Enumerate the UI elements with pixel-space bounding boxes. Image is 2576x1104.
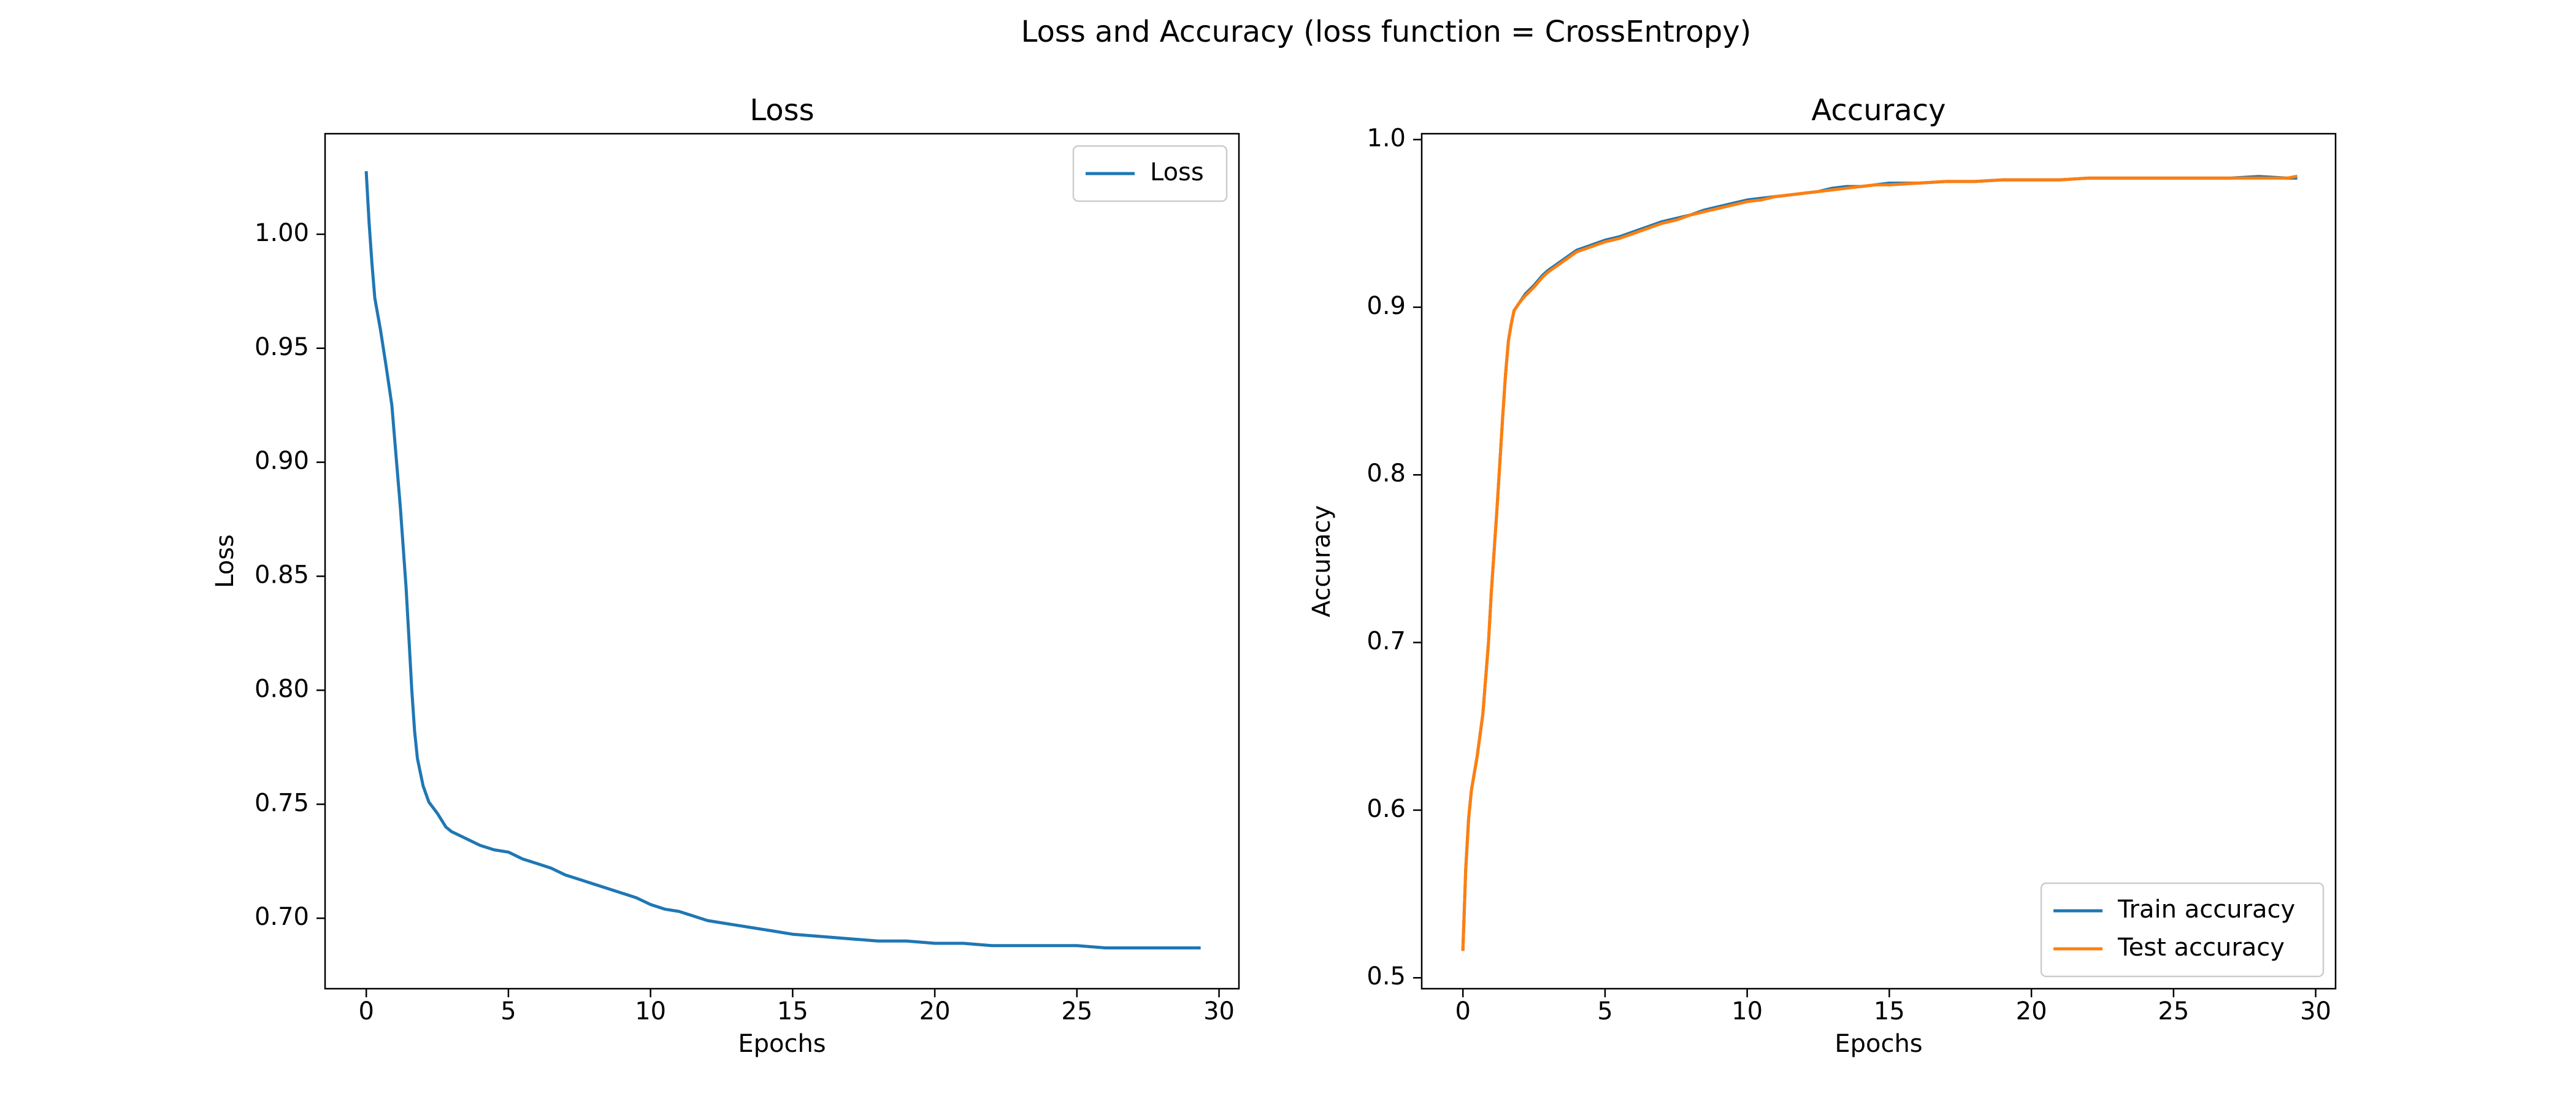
- y-tick-label: 1.0: [1367, 125, 1406, 153]
- x-tick-label: 5: [1597, 997, 1612, 1025]
- x-axis-label: Epochs: [738, 1030, 826, 1058]
- axes-frame: [324, 132, 1240, 990]
- y-tick-label: 0.5: [1367, 962, 1406, 991]
- legend-label: Train accuracy: [2117, 895, 2295, 924]
- axes-frame: [1420, 132, 2337, 990]
- legend: Loss: [1072, 145, 1228, 202]
- y-tick-label: 0.95: [255, 333, 309, 361]
- legend-label: Test accuracy: [2117, 933, 2285, 962]
- y-tick-label: 0.7: [1367, 627, 1406, 656]
- figure-suptitle: Loss and Accuracy (loss function = Cross…: [1021, 15, 1752, 49]
- x-tick-label: 0: [358, 997, 374, 1025]
- x-tick-label: 5: [500, 997, 516, 1025]
- x-tick-label: 10: [635, 997, 666, 1025]
- x-tick-label: 25: [2158, 997, 2189, 1025]
- legend-box: [2040, 882, 2325, 978]
- y-tick-label: 0.9: [1367, 292, 1406, 320]
- x-tick-label: 30: [1203, 997, 1235, 1025]
- x-tick-label: 10: [1731, 997, 1763, 1025]
- axes-title: Accuracy: [1811, 93, 1945, 128]
- y-tick-label: 0.75: [255, 789, 309, 817]
- y-tick-label: 0.90: [255, 447, 309, 475]
- x-tick-label: 15: [1874, 997, 1905, 1025]
- y-tick-label: 0.8: [1367, 459, 1406, 488]
- y-tick-label: 0.80: [255, 675, 309, 703]
- x-axis-label: Epochs: [1834, 1030, 1922, 1058]
- legend-label: Loss: [1150, 158, 1204, 186]
- x-tick-label: 15: [777, 997, 808, 1025]
- y-tick-label: 0.6: [1367, 795, 1406, 823]
- loss-panel: 0 5 10 15 20 25 30 0.70 0.75 0.80 0.85 0.90 0.95 1.00…: [211, 93, 1240, 1058]
- y-tick-label: 0.70: [255, 903, 309, 931]
- y-axis-label: Loss: [211, 534, 239, 588]
- x-tick-label: 20: [919, 997, 951, 1025]
- y-axis-label: Accuracy: [1308, 505, 1336, 618]
- accuracy-panel: 0 5 10 15 20 25 30 0.5 0.6 0.7 0.8 0.9 1.0 Accuracy Ep…: [1308, 93, 2337, 1058]
- x-tick-label: 20: [2016, 997, 2047, 1025]
- x-tick-label: 30: [2300, 997, 2331, 1025]
- series-line-loss: [364, 171, 1201, 949]
- axes-title: Loss: [749, 93, 814, 128]
- y-tick-label: 0.85: [255, 561, 309, 589]
- x-tick-label: 0: [1455, 997, 1470, 1025]
- series-line-test-accuracy: [1461, 174, 2298, 951]
- x-tick-label: 25: [1061, 997, 1092, 1025]
- legend: Train accuracy Test accuracy: [2040, 882, 2325, 978]
- legend-box: [1072, 145, 1228, 202]
- y-tick-label: 1.00: [255, 219, 309, 247]
